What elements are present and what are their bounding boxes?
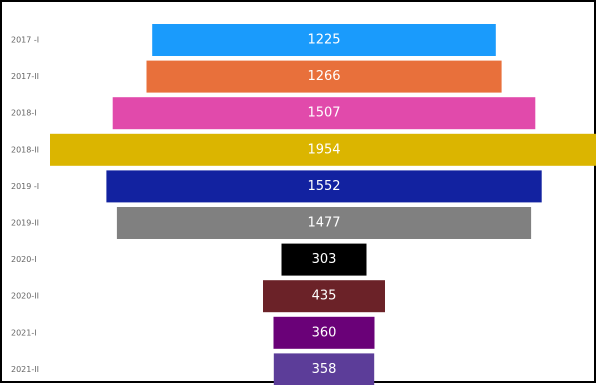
funnel-bar [116, 207, 532, 239]
bar-value-label: 1225 [307, 33, 340, 48]
bar-value-label: 1507 [307, 106, 340, 121]
bar-value-label: 435 [312, 289, 337, 304]
category-label: 2021-II [11, 365, 39, 374]
bar-value-label: 1477 [307, 216, 340, 231]
category-label: 2021-I [11, 328, 37, 337]
funnel-bar [152, 24, 496, 56]
funnel-bar [50, 133, 596, 166]
bar-value-label: 1552 [307, 179, 340, 194]
category-label: 2019 -I [11, 182, 39, 191]
category-label: 2020-II [11, 292, 39, 301]
category-label: 2018-I [11, 109, 37, 118]
category-label: 2017-II [11, 72, 39, 81]
funnel-bar [281, 243, 367, 276]
category-label: 2017 -I [11, 36, 39, 45]
bar-value-label: 360 [312, 325, 337, 340]
category-label: 2018-II [11, 145, 39, 154]
funnel-bar [273, 316, 375, 349]
funnel-bar [112, 97, 536, 130]
funnel-bar [273, 353, 375, 385]
funnel-bar [106, 170, 542, 203]
bar-value-label: 1266 [307, 69, 340, 84]
category-label: 2020-I [11, 255, 37, 264]
funnel-bar [263, 280, 385, 313]
category-label: 2019-II [11, 219, 39, 228]
bar-value-label: 358 [312, 362, 337, 377]
bar-value-label: 303 [312, 252, 337, 267]
bar-value-label: 1954 [307, 142, 340, 157]
funnel-bar [146, 60, 502, 93]
